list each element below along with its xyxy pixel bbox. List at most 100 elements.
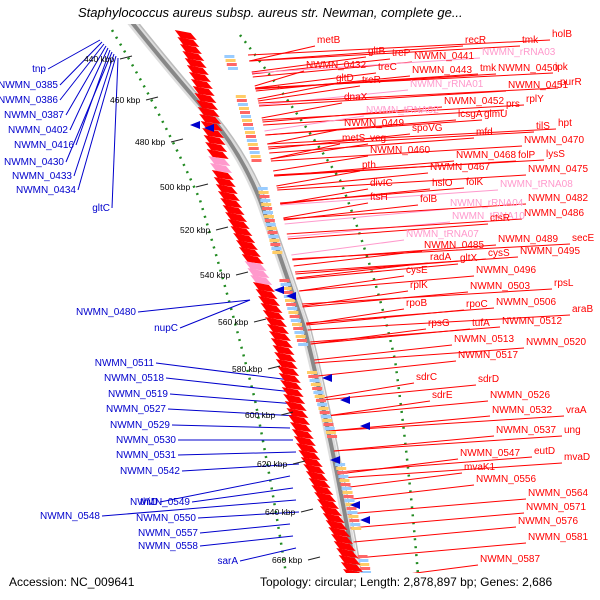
gene-label: ctsR: [490, 213, 510, 224]
forward-gene-arrow: [225, 212, 248, 222]
kbp-tick-mark: [280, 411, 294, 416]
gc-track: [110, 29, 422, 600]
left-gene-label: NWMN_0549: [130, 497, 190, 508]
gene-label: treP: [392, 48, 411, 59]
kbp-tick-mark: [170, 138, 184, 143]
left-gene-label: sarA: [217, 556, 238, 567]
forward-gene-arrow: [317, 499, 340, 509]
feature-block: [322, 419, 333, 422]
left-label-leader: [155, 362, 291, 381]
right-label-leader: [299, 275, 475, 292]
forward-gene-arrow: [192, 86, 215, 96]
left-label-leader: [59, 43, 105, 101]
footer-bg: [0, 573, 600, 600]
gene-label: NWMN_0520: [526, 337, 586, 348]
gene-label: NWMN_0587: [480, 554, 540, 565]
kbp-tick-label: 480 kbp: [135, 137, 166, 147]
right-label-leader: [269, 137, 475, 154]
gene-label: cysS: [488, 248, 510, 259]
rna-gene-label: NWMN_tRNA10: [452, 211, 525, 222]
left-label-lines: [47, 39, 300, 562]
gene-label: mvaD: [564, 452, 590, 463]
kbp-tick-mark: [292, 460, 306, 465]
kbp-tick-label: 520 kbp: [180, 225, 211, 235]
feature-block: [281, 287, 292, 290]
gene-label: ftsH: [370, 192, 388, 203]
feature-block: [260, 199, 271, 202]
gene-label: mfd: [476, 127, 493, 138]
forward-gene-arrow: [197, 107, 220, 117]
gene-label: tmk: [522, 35, 539, 46]
forward-gene-arrow: [280, 380, 303, 390]
gene-label: NWMN_0496: [476, 265, 536, 276]
right-label-leader: [314, 347, 525, 364]
left-label-leader: [179, 299, 251, 329]
gene-label: rpoB: [406, 298, 427, 309]
feature-block: [248, 147, 259, 150]
right-label-leader: [293, 250, 423, 267]
right-labels: metB recR tmk holB gltB treP NWMN_0441 NWMN_rRN…: [306, 29, 595, 565]
forward-gene-arrow: [238, 247, 261, 257]
rna-gene-label: NWMN_rRNA04: [450, 198, 524, 209]
gene-label: NWMN_0460: [370, 145, 430, 156]
right-label-leader: [276, 172, 429, 189]
feature-block: [310, 383, 321, 386]
summary-text: Topology: circular; Length: 2,878,897 bp…: [260, 575, 553, 589]
right-label-leader: [302, 290, 409, 307]
left-label-leader: [191, 487, 294, 503]
forward-gene-arrow: [298, 450, 321, 460]
feature-block: [359, 563, 370, 566]
forward-gene-arrow: [227, 219, 250, 229]
feature-block: [336, 467, 347, 470]
forward-gene-arrow: [186, 65, 209, 75]
right-label-leader: [255, 72, 554, 89]
kbp-tick-mark: [253, 318, 267, 323]
feature-block: [242, 119, 253, 122]
left-label-leader: [111, 57, 119, 209]
gene-label: treR: [362, 75, 381, 86]
forward-gene-arrow: [190, 79, 213, 89]
kbp-tick-label: 540 kbp: [200, 270, 231, 280]
feature-block: [314, 395, 325, 398]
right-label-leader: [344, 484, 475, 501]
feature-block: [244, 131, 255, 134]
feature-block: [345, 503, 356, 506]
kbp-tick-label: 440 kbp: [84, 54, 115, 64]
forward-gene-arrow: [274, 352, 297, 362]
right-label-leader: [257, 85, 361, 102]
rna-gene-label: NWMN_rRNA01: [410, 79, 484, 90]
forward-gene-arrow: [174, 30, 197, 40]
gene-label: hpt: [558, 118, 572, 129]
left-gene-label: NWMN_0519: [108, 389, 168, 400]
forward-gene-arrow: [250, 275, 273, 285]
gene-label: NWMN_0482: [528, 193, 588, 204]
forward-gene-arrow: [288, 415, 311, 425]
left-gene-label: NWMN_0433: [12, 171, 72, 182]
forward-gene-arrow: [305, 471, 328, 481]
forward-gene-arrow: [255, 289, 278, 299]
gene-label: folP: [518, 150, 536, 161]
feature-block: [349, 519, 360, 522]
forward-gene-arrow: [293, 436, 316, 446]
feature-block: [292, 323, 303, 326]
reverse-gene-arrow: [330, 456, 340, 464]
feature-block: [318, 407, 329, 410]
gene-label: araB: [572, 304, 593, 315]
right-label-leader: [356, 542, 527, 559]
forward-gene-arrow: [308, 478, 331, 488]
feature-block: [227, 67, 238, 70]
forward-gene-arrow: [177, 37, 200, 47]
forward-gene-arrow: [247, 268, 270, 278]
gene-label: NWMN_0475: [528, 164, 588, 175]
gene-label: NWMN_0564: [528, 488, 588, 499]
feature-block: [266, 227, 277, 230]
gene-label: dnaX: [344, 92, 368, 103]
gene-label: NWMN_0485: [424, 240, 484, 251]
right-label-leader: [333, 435, 563, 452]
kbp-tick-mark: [145, 96, 159, 101]
forward-gene-arrow: [222, 205, 245, 215]
feature-block: [337, 471, 348, 474]
forward-gene-arrow: [217, 191, 240, 201]
right-label-leader: [339, 462, 563, 479]
